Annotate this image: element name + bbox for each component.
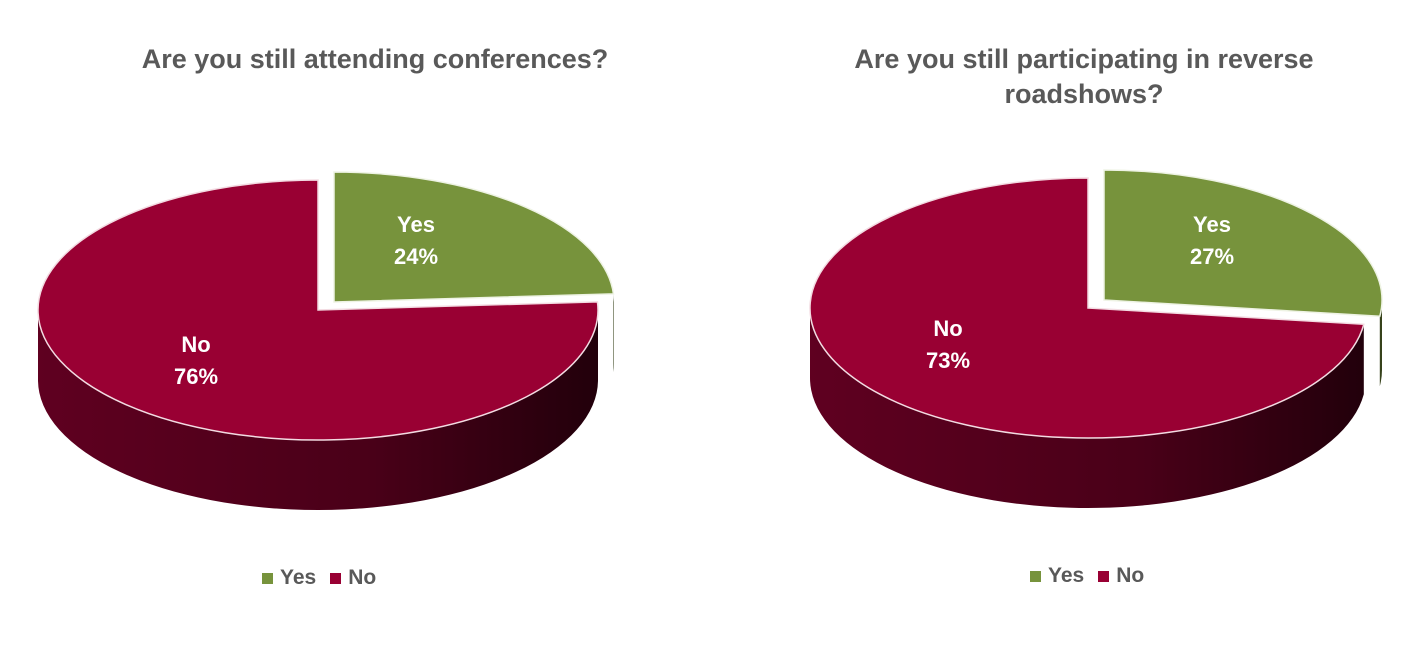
pie-chart-roadshows: Yes 27% No 73%: [809, 169, 1383, 508]
legend-item-no: No: [1098, 564, 1144, 588]
legend-item-no: No: [330, 566, 376, 590]
chart-panel-roadshows: Are you still participating in reverse r…: [700, 0, 1428, 650]
data-label-no-name: No: [933, 316, 962, 341]
legend-swatch-no: [330, 572, 342, 584]
slice-yes-side: [613, 293, 614, 372]
legend-item-yes: Yes: [1030, 564, 1084, 588]
legend-label-yes: Yes: [1048, 564, 1085, 587]
legend-label-no: No: [1116, 564, 1145, 587]
slice-no-side: [810, 308, 1364, 508]
legend-label-yes: Yes: [280, 566, 317, 589]
pie-chart-conferences: Yes 24% No 76%: [37, 171, 615, 510]
slice-no: [37, 179, 599, 441]
data-label-no-value: 73%: [926, 348, 970, 373]
data-label-yes-value: 24%: [394, 244, 438, 269]
data-label-no-name: No: [181, 332, 210, 357]
data-label-yes-name: Yes: [397, 212, 435, 237]
data-label-yes-name: Yes: [1193, 212, 1231, 237]
legend-swatch-yes: [262, 572, 273, 584]
slice-no-side: [38, 310, 598, 510]
slice-yes: [1103, 169, 1383, 318]
slice-no: [809, 177, 1365, 439]
legend-swatch-yes: [1030, 570, 1041, 582]
legend-label-no: No: [348, 566, 377, 589]
slice-yes: [333, 171, 615, 303]
legend-item-yes: Yes: [262, 566, 316, 590]
chart-title: Are you still participating in reverse r…: [854, 44, 1314, 109]
data-label-yes-value: 27%: [1190, 244, 1234, 269]
chart-panel-conferences: Are you still attending conferences? Yes…: [0, 0, 700, 650]
data-label-no-value: 76%: [174, 364, 218, 389]
chart-legend: Yes No: [262, 566, 376, 590]
chart-legend: Yes No: [1030, 564, 1144, 588]
chart-title: Are you still attending conferences?: [141, 44, 609, 74]
slice-yes-side: [1379, 300, 1382, 387]
legend-swatch-no: [1098, 570, 1110, 582]
